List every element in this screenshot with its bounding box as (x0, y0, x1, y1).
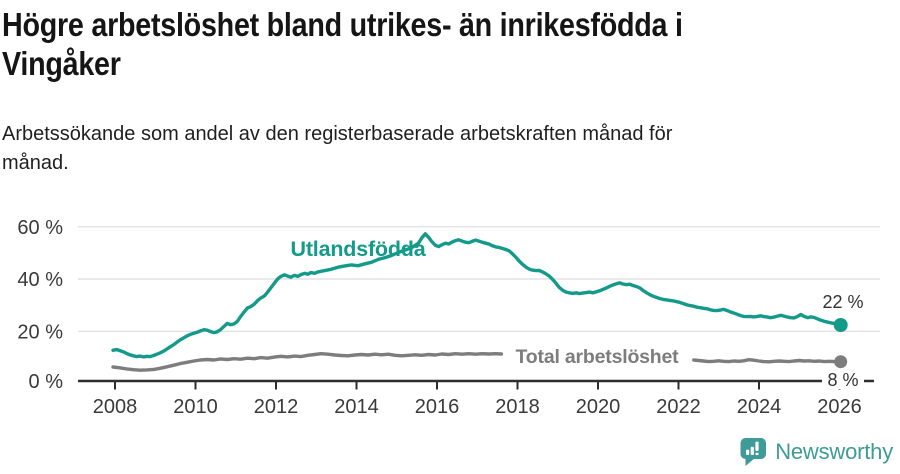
chart-subtitle-line-2: månad. (2, 152, 69, 174)
x-tick-label-2020: 2020 (576, 396, 621, 418)
series-endpoint-dot-utlandsfodda (833, 318, 848, 332)
y-tick-label-60: 60 % (17, 217, 63, 239)
x-tick-label-2016: 2016 (415, 396, 460, 418)
x-tick-label-2026: 2026 (817, 396, 862, 418)
x-tick-label-2012: 2012 (254, 396, 299, 418)
series-line-utlandsfodda (111, 232, 843, 359)
end-label-mask-total-arbetsloshet (822, 370, 864, 389)
y-tick-label-20: 20 % (17, 321, 63, 343)
chart-title: Högre arbetslöshet bland utrikes- än inr… (2, 5, 784, 83)
series-endpoint-dot-total-arbetsloshet (834, 355, 848, 369)
chart-title-line-1: Högre arbetslöshet bland utrikes- än inr… (2, 6, 683, 43)
chart-svg: 2008 2010 2012 2014 2016 2018 2020 2022 2024 2026… (17, 217, 880, 418)
series-label-utlandsfodda: Utlandsfödda (291, 237, 427, 261)
chart-subtitle-line-1: Arbetssökande som andel av den registerb… (2, 123, 673, 145)
series-line-total-arbetsloshet-seg1 (111, 352, 504, 372)
x-tick-label-2018: 2018 (495, 396, 540, 418)
x-tick-label-2022: 2022 (656, 396, 701, 418)
series-line-total-arbetsloshet-seg2 (692, 358, 843, 364)
end-value-label-total-arbetsloshet: 8 % (827, 370, 858, 390)
y-tick-label-0: 0 % (29, 371, 64, 393)
newsworthy-brand-link[interactable]: Newsworthy (739, 437, 893, 467)
x-tick-label-2014: 2014 (334, 396, 379, 418)
chart-title-line-2: Vingåker (2, 45, 121, 82)
y-tick-label-40: 40 % (17, 269, 63, 291)
newsworthy-logo-icon (740, 438, 767, 466)
newsworthy-logo-text: Newsworthy (775, 439, 893, 464)
series-label-total-arbetsloshet: Total arbetslöshet (516, 346, 680, 368)
chart-subtitle: Arbetssökande som andel av den registerb… (2, 120, 672, 178)
x-tick-label-2024: 2024 (737, 396, 782, 418)
x-tick-label-2010: 2010 (173, 396, 218, 418)
end-value-label-utlandsfodda: 22 % (822, 292, 863, 312)
x-tick-label-2008: 2008 (93, 396, 138, 418)
